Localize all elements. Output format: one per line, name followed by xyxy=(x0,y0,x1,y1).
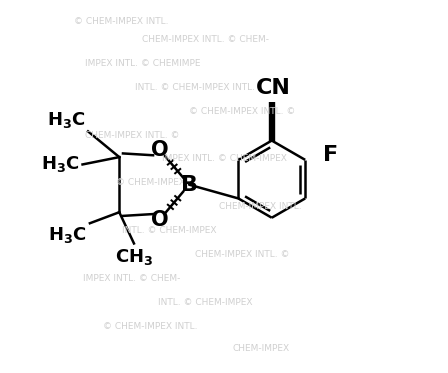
Text: INTL. © CHEM-IMPEX: INTL. © CHEM-IMPEX xyxy=(122,226,216,235)
Text: INTL. © CHEM-IMPEX: INTL. © CHEM-IMPEX xyxy=(159,298,253,307)
Text: © CHEM-IMPEX INTL.: © CHEM-IMPEX INTL. xyxy=(74,17,168,26)
Text: $\mathbf{H_3C}$: $\mathbf{H_3C}$ xyxy=(47,110,85,129)
Text: IMPEX INTL. © CHEM-: IMPEX INTL. © CHEM- xyxy=(83,274,181,283)
Text: F: F xyxy=(323,145,338,166)
Text: $\mathbf{H_3C}$: $\mathbf{H_3C}$ xyxy=(48,225,87,245)
Text: CHEM-IMPEX INTL. ©: CHEM-IMPEX INTL. © xyxy=(85,131,179,140)
Text: INTL. © CHEM-IMPEX INTL.: INTL. © CHEM-IMPEX INTL. xyxy=(134,83,254,92)
Text: IMPEX INTL. © CHEMIMPE: IMPEX INTL. © CHEMIMPE xyxy=(86,59,201,68)
Text: CHEM-IMPEX: CHEM-IMPEX xyxy=(232,344,289,353)
Text: CHEM-IMPEX INTL. ©: CHEM-IMPEX INTL. © xyxy=(195,250,289,259)
Text: CHEM-IMPEX INTL. © CHEM-: CHEM-IMPEX INTL. © CHEM- xyxy=(142,35,269,44)
Text: CHEM-IMPEX INTL.: CHEM-IMPEX INTL. xyxy=(220,202,302,211)
Text: $\mathbf{CH_3}$: $\mathbf{CH_3}$ xyxy=(115,247,153,267)
Text: $\mathbf{H_3C}$: $\mathbf{H_3C}$ xyxy=(41,154,80,175)
Text: O: O xyxy=(151,140,168,160)
Text: © CHEM-IMPEX INTL.: © CHEM-IMPEX INTL. xyxy=(103,322,198,330)
Text: © CHEM-IMPEX INTL. ©: © CHEM-IMPEX INTL. © xyxy=(189,107,296,116)
Text: CN: CN xyxy=(256,78,291,98)
Text: B: B xyxy=(181,175,198,195)
Text: © CHEM-IMPEX: © CHEM-IMPEX xyxy=(116,178,185,187)
Text: IMPEX INTL. © CHEM-IMPEX: IMPEX INTL. © CHEM-IMPEX xyxy=(162,154,286,163)
Text: O: O xyxy=(151,210,168,229)
